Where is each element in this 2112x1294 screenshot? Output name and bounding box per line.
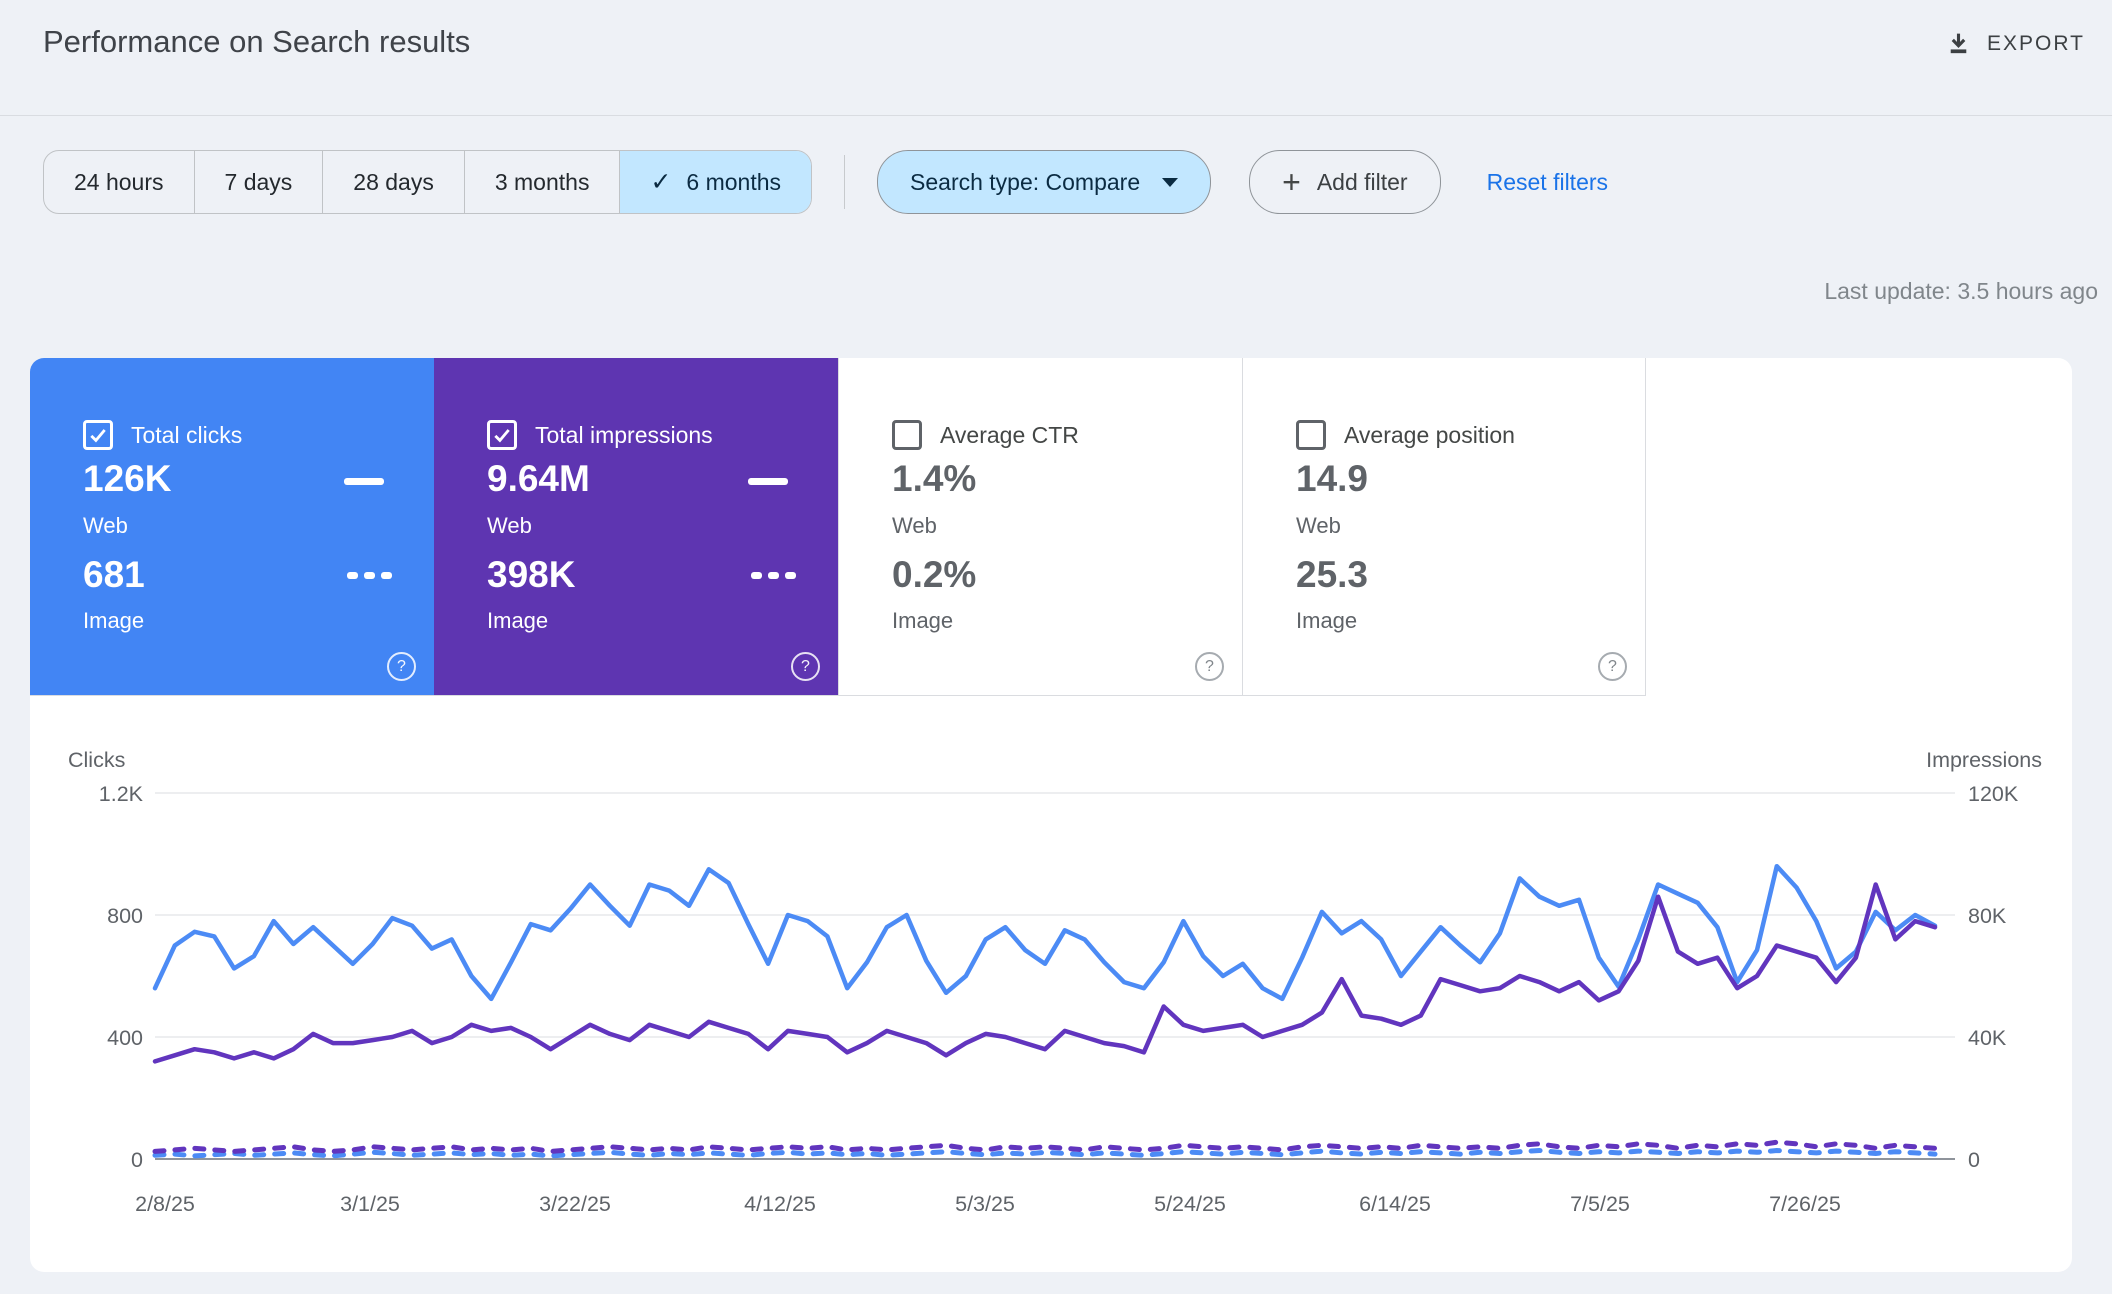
svg-text:3/22/25: 3/22/25 xyxy=(539,1192,611,1216)
export-button[interactable]: EXPORT xyxy=(1945,30,2085,57)
image-label: Image xyxy=(83,608,145,633)
image-label: Image xyxy=(487,608,549,633)
plus-icon xyxy=(1282,166,1301,199)
last-update-text: Last update: 3.5 hours ago xyxy=(1824,278,2098,304)
svg-text:3/1/25: 3/1/25 xyxy=(340,1192,400,1216)
filter-divider xyxy=(844,155,846,209)
svg-text:40K: 40K xyxy=(1968,1026,2007,1050)
header-divider xyxy=(0,115,2112,116)
svg-text:5/24/25: 5/24/25 xyxy=(1154,1192,1226,1216)
svg-text:120K: 120K xyxy=(1968,782,2019,806)
download-icon xyxy=(1945,30,1972,57)
checkmark-icon xyxy=(494,429,510,443)
chevron-down-icon xyxy=(1162,177,1179,187)
search-type-label: Search type: Compare xyxy=(910,168,1141,195)
average-ctr-checkbox[interactable] xyxy=(892,420,922,450)
date-range-7-days[interactable]: 7 days xyxy=(195,151,324,213)
date-range-6-months-label: 6 months xyxy=(686,168,782,195)
svg-text:80K: 80K xyxy=(1968,904,2007,928)
total-clicks-checkbox[interactable] xyxy=(83,420,113,450)
svg-text:400: 400 xyxy=(107,1026,143,1050)
svg-text:2/8/25: 2/8/25 xyxy=(135,1192,195,1216)
svg-text:800: 800 xyxy=(107,904,143,928)
svg-text:7/26/25: 7/26/25 xyxy=(1769,1192,1841,1216)
web-label: Web xyxy=(892,513,937,538)
search-type-dropdown[interactable]: Search type: Compare xyxy=(877,150,1212,214)
help-icon[interactable]: ? xyxy=(1195,652,1224,681)
image-label: Image xyxy=(892,608,954,633)
card-label: Average CTR xyxy=(940,421,1079,448)
image-impressions-value: 398K xyxy=(487,554,576,595)
card-label: Total impressions xyxy=(535,421,713,448)
card-total-clicks[interactable]: Total clicks 126K Web 681 Image ? xyxy=(30,358,434,695)
card-label: Total clicks xyxy=(131,421,243,448)
card-label: Average position xyxy=(1344,421,1515,448)
date-range-chip-group: 24 hours 7 days 28 days 3 months 6 month… xyxy=(43,150,813,214)
reset-filters-link[interactable]: Reset filters xyxy=(1486,168,1609,195)
web-label: Web xyxy=(1296,513,1341,538)
date-range-3-months[interactable]: 3 months xyxy=(465,151,621,213)
date-range-24-hours[interactable]: 24 hours xyxy=(44,151,195,213)
filter-bar: 24 hours 7 days 28 days 3 months 6 month… xyxy=(43,150,1608,214)
card-average-position[interactable]: Average position 14.9 Web 25.3 Image ? xyxy=(1242,358,1646,695)
add-filter-label: Add filter xyxy=(1316,168,1408,195)
help-icon[interactable]: ? xyxy=(1598,652,1627,681)
web-clicks-value: 126K xyxy=(83,458,172,499)
image-ctr-value: 0.2% xyxy=(892,554,977,595)
svg-text:Impressions: Impressions xyxy=(1926,748,2042,772)
page-title: Performance on Search results xyxy=(43,24,471,59)
svg-text:0: 0 xyxy=(1968,1148,1980,1172)
help-icon[interactable]: ? xyxy=(387,652,416,681)
svg-text:5/3/25: 5/3/25 xyxy=(955,1192,1015,1216)
card-total-impressions[interactable]: Total impressions 9.64M Web 398K Image ? xyxy=(434,358,838,695)
image-position-value: 25.3 xyxy=(1296,554,1369,595)
web-label: Web xyxy=(83,513,128,538)
average-position-checkbox[interactable] xyxy=(1296,420,1326,450)
web-label: Web xyxy=(487,513,532,538)
performance-line-chart[interactable]: 1.2K 120K 800 80K 400 40K 0 0 Clicks Impressions 2… xyxy=(30,695,2072,1272)
svg-text:7/5/25: 7/5/25 xyxy=(1570,1192,1630,1216)
card-average-ctr[interactable]: Average CTR 1.4% Web 0.2% Image ? xyxy=(838,358,1242,695)
export-label: EXPORT xyxy=(1987,31,2085,55)
image-label: Image xyxy=(1296,608,1358,633)
checkmark-icon xyxy=(90,429,106,443)
svg-text:6/14/25: 6/14/25 xyxy=(1359,1192,1431,1216)
help-icon[interactable]: ? xyxy=(791,652,820,681)
total-impressions-checkbox[interactable] xyxy=(487,420,517,450)
web-impressions-value: 9.64M xyxy=(487,458,590,499)
date-range-28-days[interactable]: 28 days xyxy=(323,151,465,213)
date-range-6-months[interactable]: 6 months xyxy=(620,151,812,213)
web-ctr-value: 1.4% xyxy=(892,458,977,499)
checkmark-icon xyxy=(650,169,671,196)
web-position-value: 14.9 xyxy=(1296,458,1369,499)
image-clicks-value: 681 xyxy=(83,554,145,595)
metric-cards-row: Total clicks 126K Web 681 Image ? Total … xyxy=(30,358,1646,696)
dashed-line-legend-icon xyxy=(347,572,392,579)
solid-line-legend-icon xyxy=(748,478,788,485)
add-filter-button[interactable]: Add filter xyxy=(1249,150,1441,214)
svg-text:Clicks: Clicks xyxy=(68,748,125,772)
svg-text:0: 0 xyxy=(131,1148,143,1172)
performance-panel: Total clicks 126K Web 681 Image ? Total … xyxy=(30,358,2072,1272)
dashed-line-legend-icon xyxy=(751,572,796,579)
solid-line-legend-icon xyxy=(344,478,384,485)
svg-text:1.2K: 1.2K xyxy=(99,782,144,806)
svg-text:4/12/25: 4/12/25 xyxy=(744,1192,816,1216)
